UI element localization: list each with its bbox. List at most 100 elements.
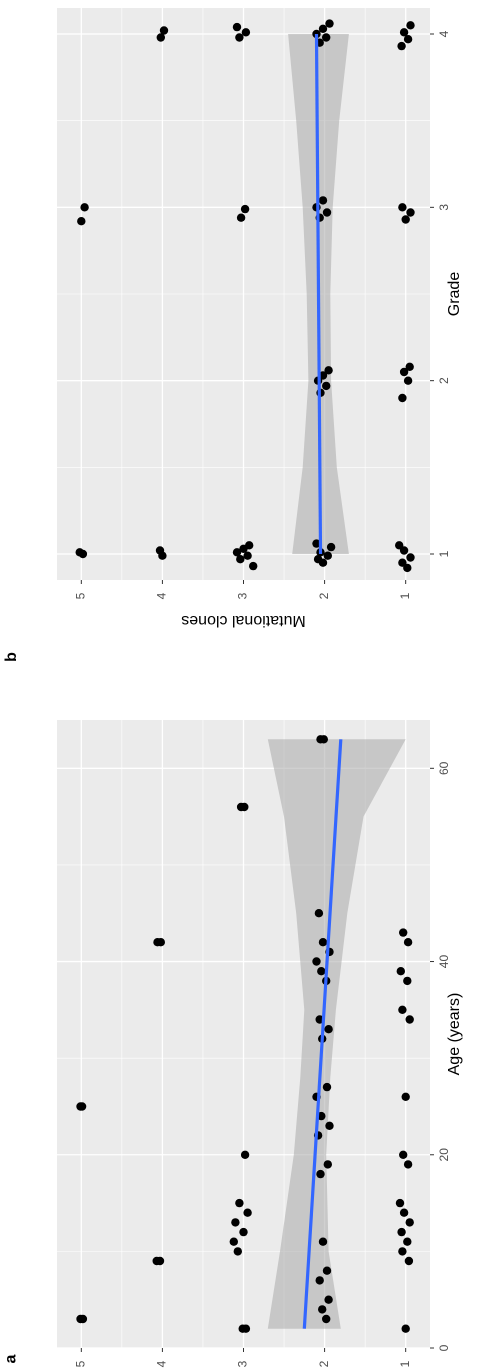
data-point [403,938,413,947]
x-tick-label: 20 [437,1148,451,1162]
data-point [313,555,323,564]
data-point [318,1305,327,1314]
data-point [395,541,404,550]
data-point [153,938,162,947]
data-point [404,1256,414,1266]
data-point [238,1324,247,1333]
data-point [240,1150,250,1160]
data-point [316,1169,325,1179]
y-tick-label: 1 [398,592,412,599]
data-point [397,41,406,51]
x-tick-label: 2 [437,377,451,384]
data-point [315,1276,324,1285]
data-point [398,1247,407,1256]
data-point [318,1237,328,1246]
data-point [322,208,332,217]
data-point [399,928,408,937]
data-point [318,938,328,947]
x-tick-label: 0 [437,1344,451,1351]
data-point [401,1092,410,1102]
data-point [231,1218,240,1227]
data-point [232,22,242,32]
data-point [156,33,165,42]
data-point [243,551,252,560]
data-point [236,213,246,222]
data-point [398,393,407,403]
data-point [312,539,321,548]
y-tick-label: 4 [155,592,169,599]
y-tick-label: 2 [317,592,331,599]
data-point [323,551,332,560]
data-point [243,1208,252,1217]
data-point [319,735,328,744]
x-tick-label: 60 [437,761,451,775]
x-tick-label: 3 [437,204,451,211]
data-point [322,33,331,42]
y-tick-label: 3 [236,1360,250,1367]
data-point [76,1102,85,1111]
data-point [326,542,336,552]
data-point [235,1198,244,1208]
data-point [398,203,407,212]
data-point [324,1295,333,1304]
data-point [241,28,251,37]
data-point [229,1237,238,1246]
data-point [403,976,412,986]
data-point [324,366,333,375]
data-point [403,1160,413,1169]
data-point [399,28,409,37]
data-point [399,1150,408,1160]
data-point [406,553,415,562]
data-point [236,802,246,812]
y-tick-label: 3 [236,592,250,599]
data-point [235,33,244,42]
data-point [233,1247,242,1256]
x-axis-title: Age (years) [446,993,463,1076]
data-point [240,204,250,214]
y-tick-label: 5 [73,592,87,599]
data-point [398,558,407,567]
y-tick-label: 2 [317,1360,331,1367]
data-point [324,1025,333,1034]
data-point [405,1015,414,1024]
data-point [406,21,415,30]
data-point [322,1082,332,1092]
data-point [401,1324,410,1333]
data-point [325,1121,334,1131]
x-tick-label: 40 [437,955,451,969]
data-point [397,1227,406,1237]
y-tick-label: 4 [155,1360,169,1367]
data-point [406,208,415,217]
data-point [318,196,328,205]
data-point [75,548,84,557]
data-point [318,24,328,33]
data-point [317,967,326,976]
confidence-ribbon [267,739,406,1329]
data-point [322,381,331,391]
data-point [399,367,409,377]
data-point [396,967,405,976]
data-point [403,35,413,44]
data-point [401,215,410,224]
data-point [325,19,334,28]
x-tick-label: 1 [437,550,451,557]
y-tick-label: 1 [398,1360,412,1367]
data-point [80,203,89,212]
data-point [322,1266,332,1275]
data-point [403,376,413,385]
data-point [399,1208,409,1217]
x-tick-label: 4 [437,30,451,37]
data-point [395,1198,405,1208]
data-point [152,1256,161,1266]
data-point [405,362,414,371]
data-point [239,1227,248,1237]
data-point [249,561,258,571]
panel-b: 1 2 3 4 5 1 2 3 4 Grade Mutational clones [57,8,463,629]
trend-line [302,739,343,1329]
x-axis-title: Grade [446,272,463,317]
data-point [159,26,169,35]
data-point [312,957,321,966]
